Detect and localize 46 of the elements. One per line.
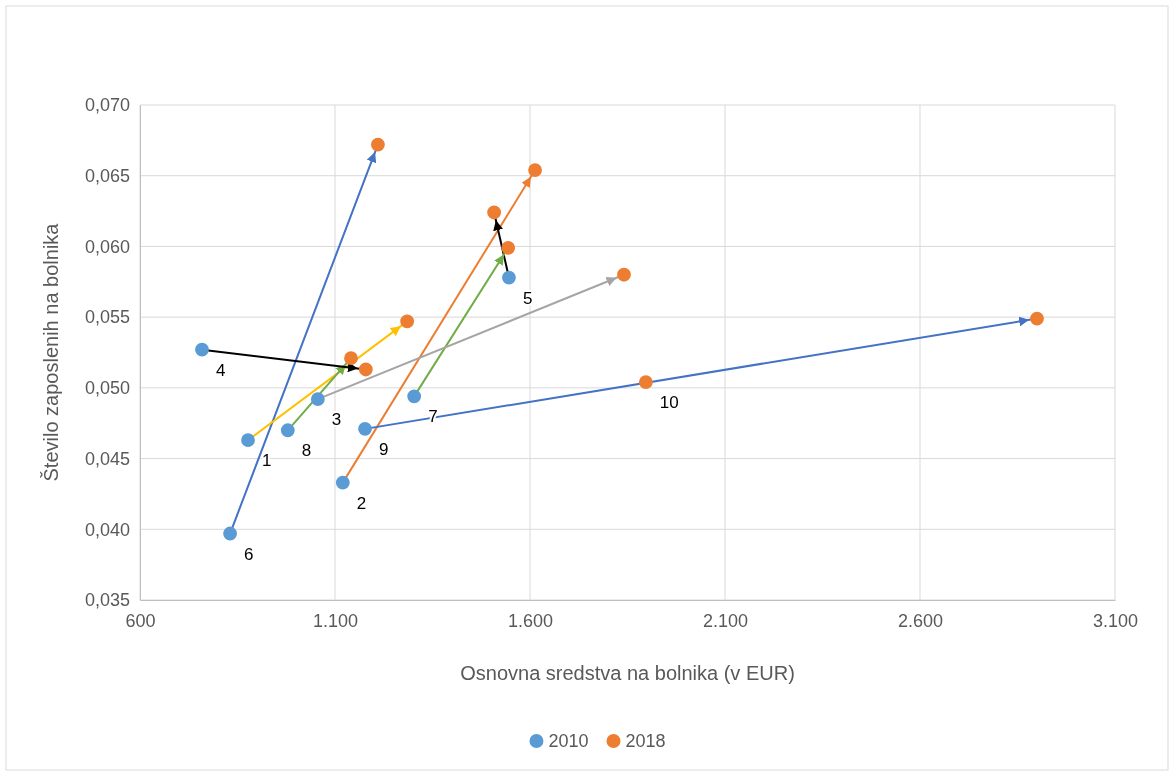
point bbox=[617, 267, 631, 282]
x-tick-label: 3.100 bbox=[1092, 610, 1139, 631]
annotation: 2 bbox=[356, 493, 367, 513]
point bbox=[310, 392, 325, 407]
point bbox=[241, 433, 255, 448]
point bbox=[1030, 311, 1044, 326]
point bbox=[407, 389, 422, 404]
point bbox=[280, 423, 295, 438]
x-tick-label: 2.100 bbox=[702, 610, 749, 631]
point bbox=[195, 342, 209, 357]
annotation: 3 bbox=[331, 410, 342, 430]
y-tick-label: 0,050 bbox=[84, 378, 130, 399]
y-tick-label: 0,045 bbox=[84, 448, 130, 469]
annotation: 9 bbox=[379, 439, 389, 459]
point bbox=[400, 314, 415, 329]
y-tick-label: 0,035 bbox=[84, 590, 130, 611]
x-axis-title: Osnovna sredstva na bolnika (v EUR) bbox=[460, 662, 795, 684]
point bbox=[501, 240, 516, 255]
point bbox=[358, 362, 373, 377]
point bbox=[638, 375, 653, 390]
point bbox=[487, 205, 502, 220]
point bbox=[528, 163, 542, 177]
point bbox=[344, 351, 358, 366]
point bbox=[370, 137, 385, 152]
point bbox=[335, 475, 350, 490]
point bbox=[358, 421, 372, 436]
y-tick-label: 0,055 bbox=[84, 307, 130, 328]
annotation: 5 bbox=[522, 288, 533, 308]
legend-label: 2010 bbox=[548, 731, 589, 751]
annotation: 4 bbox=[216, 360, 226, 380]
annotation: 10 bbox=[659, 393, 679, 413]
annotation: 6 bbox=[244, 544, 254, 564]
x-tick-label: 2.600 bbox=[897, 610, 944, 631]
x-tick-label: 1.100 bbox=[312, 610, 359, 631]
point bbox=[223, 526, 237, 541]
x-tick-label: 1.600 bbox=[507, 610, 554, 631]
point bbox=[502, 270, 516, 285]
y-tick-label: 0,065 bbox=[84, 165, 130, 186]
legend-label: 2018 bbox=[625, 731, 666, 751]
annotation: 1 bbox=[262, 451, 272, 471]
y-tick-label: 0,060 bbox=[84, 236, 130, 257]
y-axis-title: Število zaposlenih na bolnika bbox=[40, 222, 62, 482]
x-tick-label: 600 bbox=[125, 610, 156, 631]
y-tick-label: 0,070 bbox=[84, 95, 130, 116]
annotation: 8 bbox=[301, 441, 312, 461]
y-tick-label: 0,040 bbox=[84, 519, 130, 540]
